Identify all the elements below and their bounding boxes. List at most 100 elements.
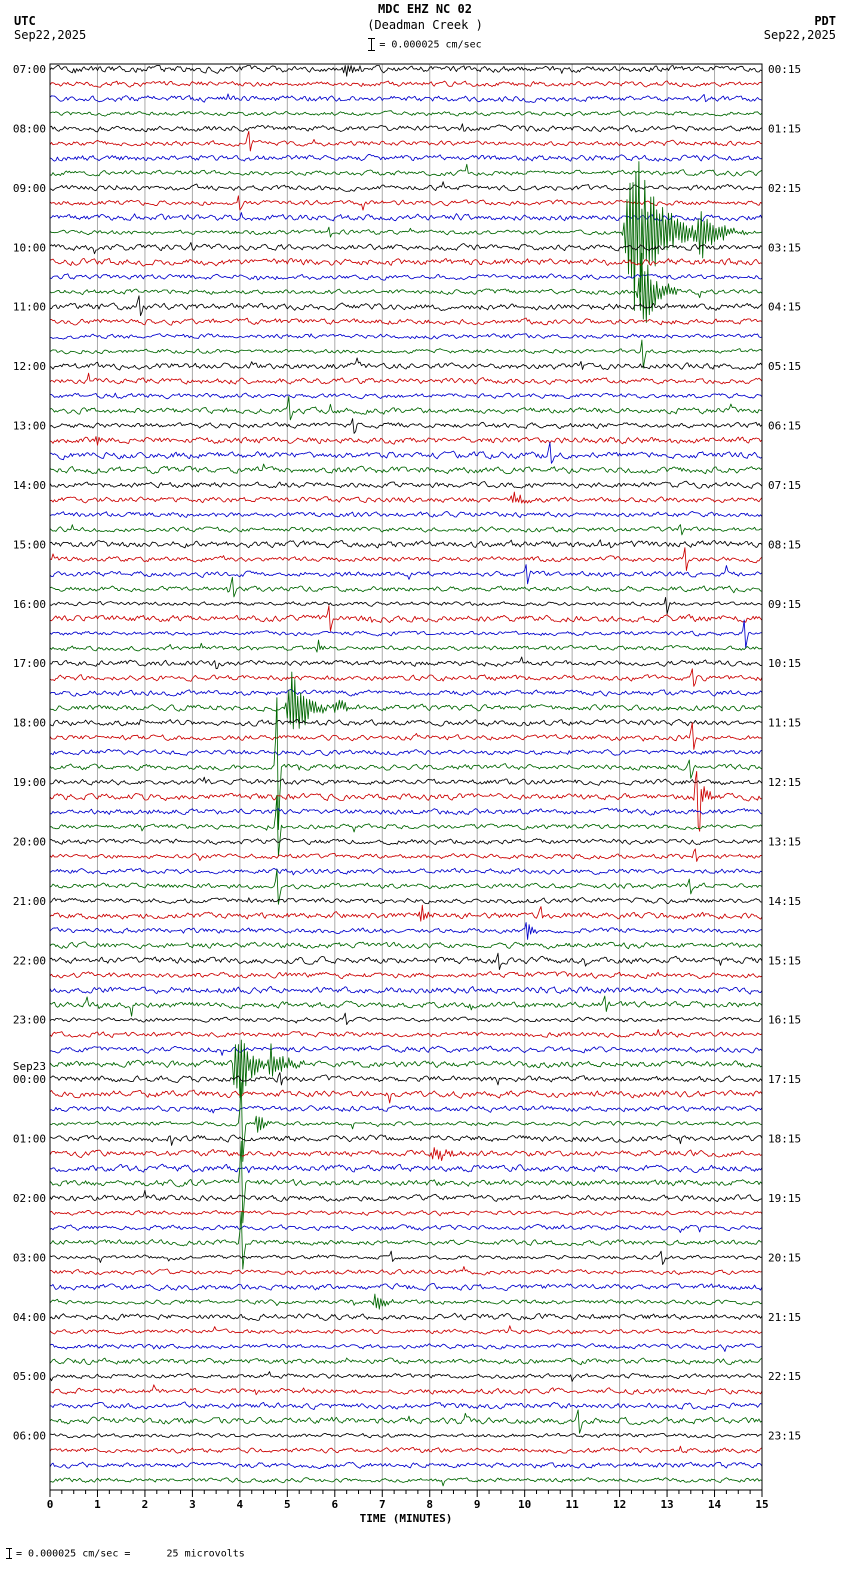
trace-row [49,510,763,518]
trace-row [49,1477,763,1487]
scale-text: = 0.000025 cm/sec [379,39,482,51]
x-tick-label: 1 [94,1498,101,1511]
hour-label-left: 20:00 [13,835,46,848]
trace-row [49,441,763,464]
trace-row [49,480,763,489]
trace-row [49,418,763,434]
x-tick-label: 3 [189,1498,196,1511]
trace-row [49,524,763,536]
hour-label-left: 12:00 [13,360,46,373]
trace-row [49,995,763,1017]
hour-label-right: 18:15 [768,1133,801,1146]
x-tick-label: 8 [426,1498,433,1511]
trace-row [49,181,763,192]
x-tick-label: 14 [708,1498,722,1511]
hour-label-right: 05:15 [768,360,801,373]
station-subtitle: (Deadman Creek ) [367,18,483,32]
hour-label-left: 10:00 [13,241,46,254]
trace-row [49,317,763,326]
x-tick-label: 15 [755,1498,768,1511]
hour-label-left: 21:00 [13,895,46,908]
trace-row [49,333,763,340]
right-timezone-block: PDT Sep22,2025 [764,14,836,42]
trace-row [49,971,763,980]
trace-row [49,1082,763,1162]
trace-row [49,1371,763,1382]
trace-row [49,639,763,653]
hour-label-right: 02:15 [768,182,801,195]
hour-label-right: 19:15 [768,1192,801,1205]
hour-label-left: 13:00 [13,420,46,433]
hour-label-right: 00:15 [768,63,801,76]
trace-row [49,273,763,281]
hour-label-right: 11:15 [768,717,801,730]
timezone-left-label: UTC [14,14,36,28]
trace-row [49,1325,763,1335]
trace-row [49,1409,763,1434]
x-tick-label: 12 [613,1498,626,1511]
hour-label-left: 22:00 [13,954,46,967]
trace-row [49,668,763,687]
trace-row [49,65,763,77]
x-tick-label: 5 [284,1498,291,1511]
trace-row [49,619,763,649]
trace-row [49,1072,763,1086]
hour-label-left: 18:00 [13,717,46,730]
hour-label-left: 04:00 [13,1311,46,1324]
trace-row [49,564,763,585]
hour-label-right: 21:15 [768,1311,801,1324]
trace-row [49,718,763,727]
hour-label-left: 09:00 [13,182,46,195]
hour-label-right: 04:15 [768,301,801,314]
trace-row [49,985,763,995]
trace-row [49,671,763,730]
trace-row [49,1140,763,1224]
hour-label-right: 01:15 [768,122,801,135]
hour-label-right: 07:15 [768,479,801,492]
trace-row [49,80,763,88]
hour-label-left: 07:00 [13,63,46,76]
trace-row [49,837,763,846]
hour-label-right: 08:15 [768,538,801,551]
trace-row [49,952,763,971]
hour-label-right: 06:15 [768,420,801,433]
hour-label-right: 17:15 [768,1073,801,1086]
trace-row [49,904,763,922]
timezone-right-label: PDT [814,14,836,28]
trace-row [49,1283,763,1292]
trace-row [49,596,763,615]
date-change-label: Sep23 [13,1060,46,1073]
trace-row [49,547,763,572]
trace-row [49,1147,763,1162]
trace-row [49,163,763,177]
date-right-label: Sep22,2025 [763,28,836,42]
hour-label-right: 20:15 [768,1251,801,1264]
hour-label-left: 14:00 [13,479,46,492]
footer-scale-note: = 0.000025 cm/sec = 25 microvolts [6,1548,245,1560]
trace-row [49,339,763,369]
trace-row [49,1209,763,1217]
trace-row [49,357,763,371]
trace-row [49,123,763,133]
x-tick-label: 11 [566,1498,580,1511]
x-tick-label: 7 [379,1498,386,1511]
hour-label-left: 05:00 [13,1370,46,1383]
trace-row [49,897,763,905]
hour-label-left: 11:00 [13,301,46,314]
trace-row [49,539,763,549]
trace-row [49,848,763,862]
seismogram-plot: 07:00 08:00 09:00 10:00 11:00 12:00 13:00 14:00… [13,63,801,1525]
hour-label-right: 03:15 [768,241,801,254]
hour-label-right: 15:15 [768,954,801,967]
trace-row [49,1134,763,1146]
trace-row [49,93,763,103]
trace-row [49,130,763,152]
trace-row [49,1293,763,1310]
trace-row [49,1189,763,1203]
trace-row [49,1029,763,1038]
x-tick-label: 13 [660,1498,673,1511]
x-tick-label: 9 [474,1498,481,1511]
trace-row [49,867,763,876]
hour-label-right: 23:15 [768,1430,801,1443]
hour-label-left: 16:00 [13,598,46,611]
